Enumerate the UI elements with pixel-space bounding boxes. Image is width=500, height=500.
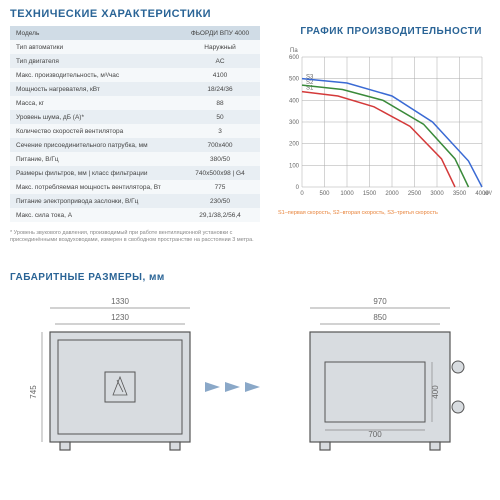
dim-title: ГАБАРИТНЫЕ РАЗМЕРЫ, мм bbox=[10, 272, 165, 283]
table-row: Количество скоростей вентилятора3 bbox=[10, 124, 260, 138]
svg-text:850: 850 bbox=[373, 313, 387, 322]
table-row: Мощность нагревателя, кВт18/24/36 bbox=[10, 82, 260, 96]
svg-text:2000: 2000 bbox=[385, 191, 399, 197]
svg-text:200: 200 bbox=[289, 142, 300, 148]
chart-title: ГРАФИК ПРОИЗВОДИТЕЛЬНОСТИ bbox=[300, 26, 482, 37]
th-model: Модель bbox=[10, 26, 180, 40]
table-row: Питание, В/Гц380/50 bbox=[10, 152, 260, 166]
svg-text:3500: 3500 bbox=[453, 191, 467, 197]
svg-text:500: 500 bbox=[319, 191, 330, 197]
table-row: Питание электропривода заслонки, В/Гц230… bbox=[10, 194, 260, 208]
th-value: ФЬОРДИ ВПУ 4000 bbox=[180, 26, 260, 40]
footnote: * Уровень звукового давления, производим… bbox=[10, 230, 260, 244]
svg-text:1000: 1000 bbox=[340, 191, 354, 197]
svg-text:745: 745 bbox=[29, 385, 38, 399]
svg-text:100: 100 bbox=[289, 163, 300, 169]
curve-S1 bbox=[302, 92, 455, 187]
svg-text:400: 400 bbox=[289, 98, 300, 104]
svg-text:1230: 1230 bbox=[111, 313, 129, 322]
spec-table: МодельФЬОРДИ ВПУ 4000Тип автоматикиНаруж… bbox=[10, 26, 260, 222]
svg-text:м³/ч: м³/ч bbox=[484, 191, 492, 197]
svg-text:700: 700 bbox=[368, 430, 382, 439]
svg-text:300: 300 bbox=[289, 120, 300, 126]
svg-text:1330: 1330 bbox=[111, 297, 129, 306]
svg-text:500: 500 bbox=[289, 77, 300, 83]
table-row: Макс. сила тока, А29,1/38,2/56,4 bbox=[10, 208, 260, 222]
svg-text:Па: Па bbox=[290, 48, 298, 54]
dimensions-drawing: 1330 1230 745 970 850 700 400 bbox=[10, 292, 490, 492]
svg-text:1500: 1500 bbox=[363, 191, 377, 197]
svg-text:970: 970 bbox=[373, 297, 387, 306]
svg-text:S3: S3 bbox=[306, 75, 314, 81]
svg-text:0: 0 bbox=[296, 185, 300, 191]
tech-title: ТЕХНИЧЕСКИЕ ХАРАКТЕРИСТИКИ bbox=[10, 8, 211, 20]
table-row: Макс. потребляемая мощность вентилятора,… bbox=[10, 180, 260, 194]
table-row: Размеры фильтров, мм | класс фильтрации7… bbox=[10, 166, 260, 180]
svg-text:2500: 2500 bbox=[408, 191, 422, 197]
svg-text:S2: S2 bbox=[306, 80, 314, 86]
table-row: Тип автоматикиНаружный bbox=[10, 40, 260, 54]
table-row: Тип двигателяAC bbox=[10, 54, 260, 68]
performance-chart: 0 100 200 300 400 500 600 0 500 1000 1500 2000 2500 3… bbox=[277, 42, 492, 207]
svg-text:3000: 3000 bbox=[430, 191, 444, 197]
table-row: Макс. производительность, м³/час4100 bbox=[10, 68, 260, 82]
table-row: Уровень шума, дБ (А)*50 bbox=[10, 110, 260, 124]
svg-text:0: 0 bbox=[300, 191, 304, 197]
table-row: Масса, кг88 bbox=[10, 96, 260, 110]
svg-text:600: 600 bbox=[289, 55, 300, 61]
table-row: Сечение присоединительного патрубка, мм7… bbox=[10, 138, 260, 152]
chart-legend: S1–первая скорость, S2–вторая скорость, … bbox=[278, 210, 488, 216]
